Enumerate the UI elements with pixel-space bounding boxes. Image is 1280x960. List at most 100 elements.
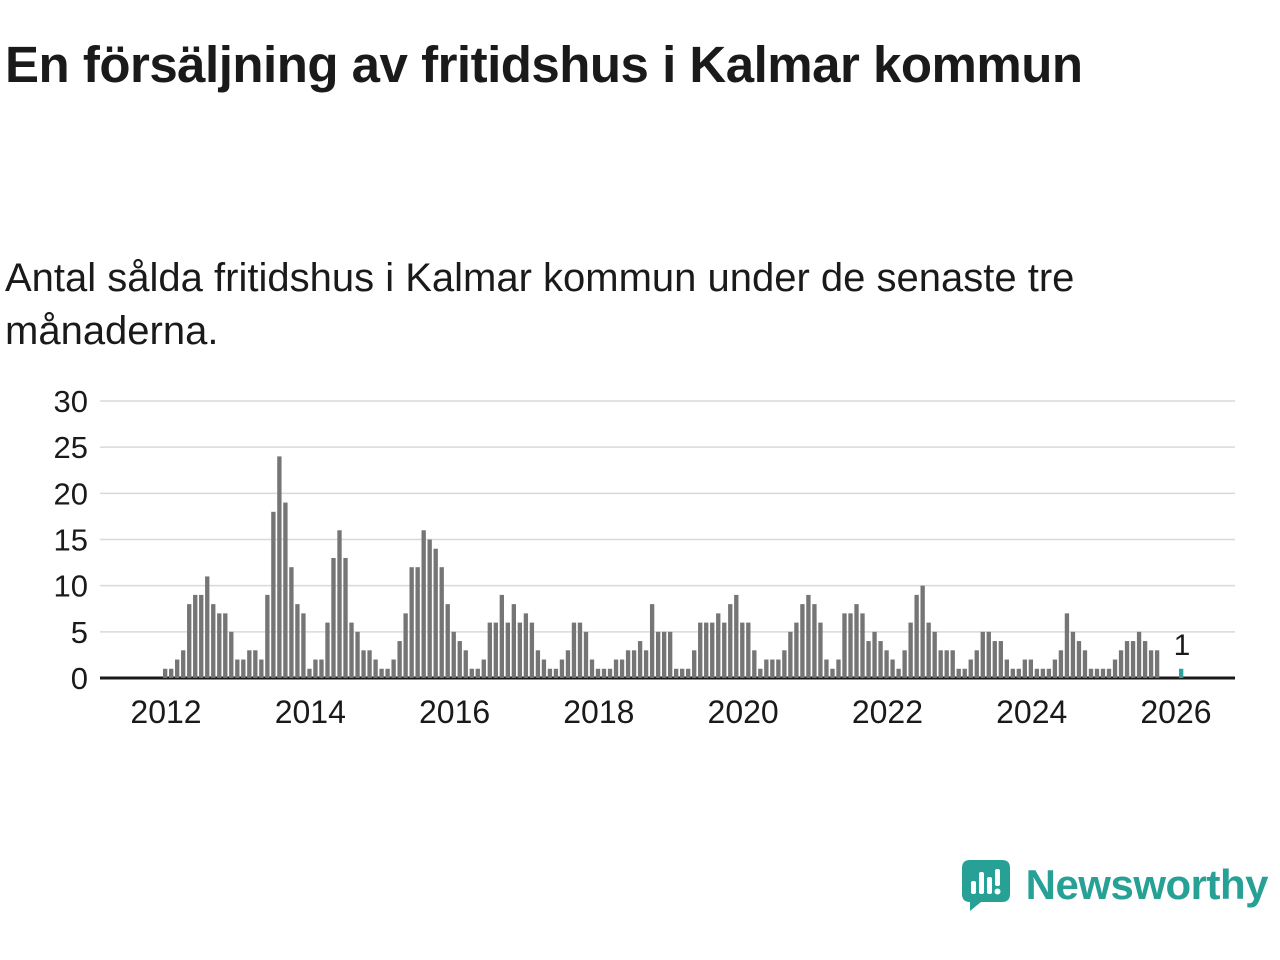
- bar: [686, 668, 691, 678]
- bar: [217, 613, 222, 678]
- bar: [577, 622, 583, 678]
- bar: [283, 502, 288, 678]
- bar: [613, 659, 619, 678]
- bar: [896, 668, 901, 678]
- last-value-label: 1: [1174, 629, 1191, 662]
- bar: [571, 622, 577, 678]
- newsworthy-logo-icon: [961, 860, 1010, 911]
- logo-bar-2: [978, 872, 984, 894]
- bar: [523, 613, 529, 678]
- bar: [391, 659, 396, 678]
- bar: [643, 650, 649, 678]
- bar: [631, 650, 637, 678]
- bar: [764, 659, 769, 678]
- bar: [205, 576, 210, 678]
- bar: [740, 622, 745, 678]
- bar: [169, 668, 174, 678]
- bar: [349, 622, 354, 678]
- bar: [409, 567, 414, 678]
- bar: [589, 659, 595, 678]
- bar: [746, 622, 751, 678]
- bar: [728, 604, 733, 678]
- x-tick-label: 2024: [996, 694, 1067, 730]
- bar-chart-svg: 0 5 10 15 20 25 30 2012 2014 2016 2018 2020 2022 2024…: [54, 384, 1235, 730]
- bar: [199, 594, 204, 678]
- bar: [541, 659, 547, 678]
- bar: [655, 631, 661, 678]
- bar: [649, 604, 655, 678]
- bar: [355, 631, 360, 678]
- bar: [487, 622, 492, 678]
- bar: [241, 659, 246, 678]
- bar: [848, 613, 853, 678]
- bar: [872, 631, 877, 678]
- bar: [1136, 631, 1142, 678]
- bar: [920, 585, 925, 678]
- bar: [800, 604, 805, 678]
- bar: [475, 668, 480, 678]
- bar: [235, 659, 240, 678]
- bar: [343, 557, 348, 678]
- bar: [469, 668, 474, 678]
- bar: [529, 622, 535, 678]
- x-tick-label: 2012: [130, 694, 201, 730]
- bar: [944, 650, 949, 678]
- bar: [836, 659, 841, 678]
- bar: [175, 659, 180, 678]
- bar: [445, 604, 450, 678]
- newsworthy-logo: Newsworthy: [960, 858, 1269, 912]
- bar: [583, 631, 589, 678]
- bar: [499, 594, 504, 678]
- bar: [187, 604, 192, 678]
- bar: [1046, 668, 1052, 678]
- bar: [415, 567, 420, 678]
- chart-subtitle: Antal sålda fritidshus i Kalmar kommun u…: [5, 256, 1075, 353]
- x-tick-label: 2018: [563, 694, 634, 730]
- bar: [277, 456, 282, 678]
- bar: [547, 668, 553, 678]
- bar: [842, 613, 847, 678]
- bar: [698, 622, 703, 678]
- bar: [451, 631, 456, 678]
- bar: [463, 650, 468, 678]
- bar: [902, 650, 907, 678]
- bar: [559, 659, 565, 678]
- bar: [938, 650, 943, 678]
- bar: [601, 668, 607, 678]
- bar: [890, 659, 895, 678]
- y-tick-label: 10: [54, 569, 88, 604]
- bar: [439, 567, 444, 678]
- bar: [331, 557, 336, 678]
- bar: [1082, 650, 1088, 678]
- logo-exclamation-dot: [994, 888, 1001, 895]
- bar: [758, 668, 763, 678]
- bar: [950, 650, 955, 678]
- y-tick-label: 30: [54, 384, 88, 419]
- bar: [379, 668, 384, 678]
- bar: [1022, 659, 1028, 678]
- y-tick-label: 5: [71, 615, 88, 650]
- chart-title: En försäljning av fritidshus i Kalmar ko…: [5, 36, 1083, 93]
- bar: [1106, 668, 1112, 678]
- bar: [812, 604, 817, 678]
- newsworthy-logo-bubble: [961, 860, 1010, 911]
- bar: [818, 622, 823, 678]
- bar: [265, 594, 270, 678]
- bar: [932, 631, 937, 678]
- bar: [163, 668, 168, 678]
- y-tick-label: 0: [71, 661, 88, 696]
- bar: [806, 594, 811, 678]
- bar: [619, 659, 625, 678]
- bar: [1076, 641, 1082, 678]
- y-tick-label: 20: [54, 476, 88, 511]
- bar: [914, 594, 919, 678]
- bar: [667, 631, 673, 678]
- bar: [1088, 668, 1094, 678]
- bar: [1016, 668, 1021, 678]
- bar: [607, 668, 613, 678]
- bar: [259, 659, 264, 678]
- bar-chart: 0 5 10 15 20 25 30 2012 2014 2016 2018 2020 2022 2024…: [0, 383, 1280, 738]
- logo-bar-1: [970, 881, 976, 894]
- x-tick-label: 2014: [275, 694, 346, 730]
- bar: [505, 622, 510, 678]
